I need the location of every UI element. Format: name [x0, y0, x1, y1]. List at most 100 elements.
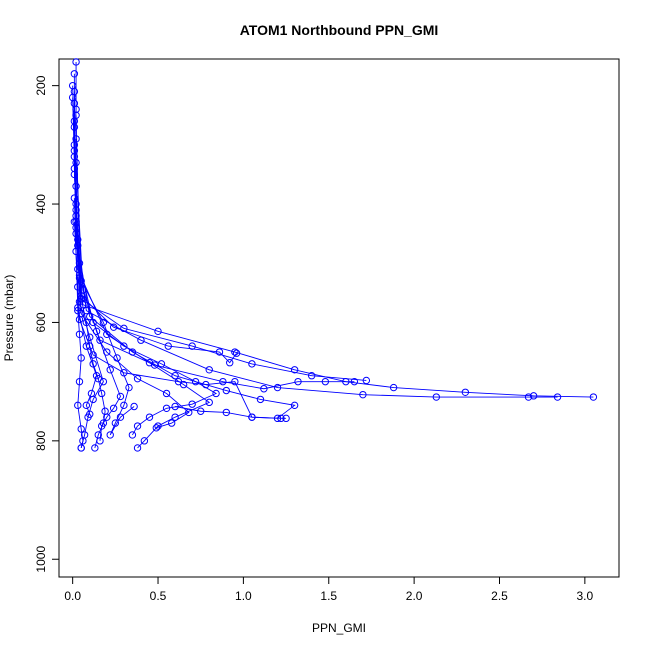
data-point: [231, 377, 239, 386]
data-point: [103, 413, 111, 421]
data-point: [72, 111, 80, 119]
data-point: [72, 58, 80, 66]
data-point: [116, 392, 125, 401]
data-point: [74, 401, 82, 410]
series-12: [70, 170, 241, 367]
data-point: [185, 408, 193, 417]
series-layer: [68, 58, 598, 452]
data-point: [128, 431, 137, 439]
data-point: [77, 354, 85, 362]
data-point: [290, 401, 299, 410]
data-point: [109, 404, 118, 412]
data-point: [162, 404, 171, 412]
data-point: [72, 182, 80, 190]
data-point: [116, 413, 125, 421]
series-line: [73, 198, 98, 415]
data-point: [256, 395, 265, 404]
data-point: [432, 393, 441, 401]
x-axis-label: PPN_GMI: [312, 621, 366, 635]
data-point: [212, 389, 220, 398]
data-point: [197, 407, 205, 415]
data-point: [205, 398, 213, 407]
data-point: [99, 377, 108, 386]
data-point: [120, 401, 128, 410]
data-point: [97, 389, 106, 398]
data-point: [97, 422, 106, 430]
series-line: [73, 103, 296, 419]
data-point: [99, 318, 108, 327]
data-point: [130, 402, 138, 411]
series-line: [73, 174, 237, 364]
data-point: [219, 377, 227, 386]
data-point: [140, 437, 149, 445]
data-point: [103, 348, 111, 356]
data-point: [191, 377, 200, 386]
data-point: [77, 444, 85, 452]
data-point: [171, 413, 179, 421]
y-tick-label: 600: [34, 312, 48, 332]
y-axis: 200 400 600 800 1000: [34, 75, 60, 573]
data-point: [89, 351, 97, 359]
series-line: [73, 221, 287, 419]
data-point: [70, 194, 79, 202]
data-point: [133, 374, 142, 383]
data-point: [86, 410, 94, 418]
data-point: [75, 377, 84, 386]
data-point: [96, 336, 104, 344]
y-tick-label: 400: [34, 194, 48, 214]
data-point: [125, 383, 133, 392]
data-point: [82, 401, 91, 410]
data-point: [294, 377, 302, 386]
data-point: [215, 348, 224, 356]
data-point: [290, 366, 299, 374]
data-point: [529, 392, 538, 400]
data-point: [222, 408, 231, 417]
data-point: [154, 327, 162, 336]
data-point: [461, 388, 470, 396]
data-point: [133, 444, 142, 452]
data-point: [106, 431, 114, 439]
data-point: [152, 424, 161, 432]
data-point: [145, 413, 154, 421]
data-point: [106, 366, 114, 374]
data-point: [389, 383, 398, 392]
data-point: [205, 366, 213, 374]
data-point: [248, 413, 256, 421]
data-point: [80, 431, 89, 439]
data-point: [307, 372, 316, 380]
data-point: [70, 123, 79, 131]
y-tick-label: 1000: [34, 546, 48, 573]
data-point: [174, 377, 183, 386]
data-point: [524, 393, 533, 401]
data-point: [202, 380, 210, 389]
data-point: [70, 99, 79, 108]
data-point: [96, 437, 104, 445]
data-point: [232, 349, 241, 357]
data-point: [92, 372, 101, 380]
data-point: [120, 324, 128, 333]
series-11: [72, 158, 359, 393]
data-point: [277, 414, 285, 423]
data-point: [167, 419, 176, 427]
data-point: [164, 342, 172, 350]
data-point: [188, 400, 196, 408]
data-point: [70, 170, 79, 179]
data-point: [273, 383, 282, 392]
data-point: [248, 360, 256, 368]
x-axis: 0.0 0.5 1.0 1.5 2.0 2.5 3.0: [64, 576, 594, 603]
data-point: [120, 342, 128, 350]
data-point: [359, 390, 367, 399]
data-point: [589, 393, 598, 401]
data-point: [75, 330, 84, 338]
x-tick-label: 3.0: [577, 589, 594, 603]
x-tick-label: 0.5: [150, 589, 167, 603]
series-15: [72, 206, 193, 432]
data-point: [120, 369, 128, 377]
data-point: [86, 312, 94, 321]
chart-title: ATOM1 Northbound PPN_GMI: [240, 22, 439, 38]
data-point: [75, 315, 84, 324]
data-point: [162, 389, 171, 398]
data-point: [70, 70, 79, 78]
